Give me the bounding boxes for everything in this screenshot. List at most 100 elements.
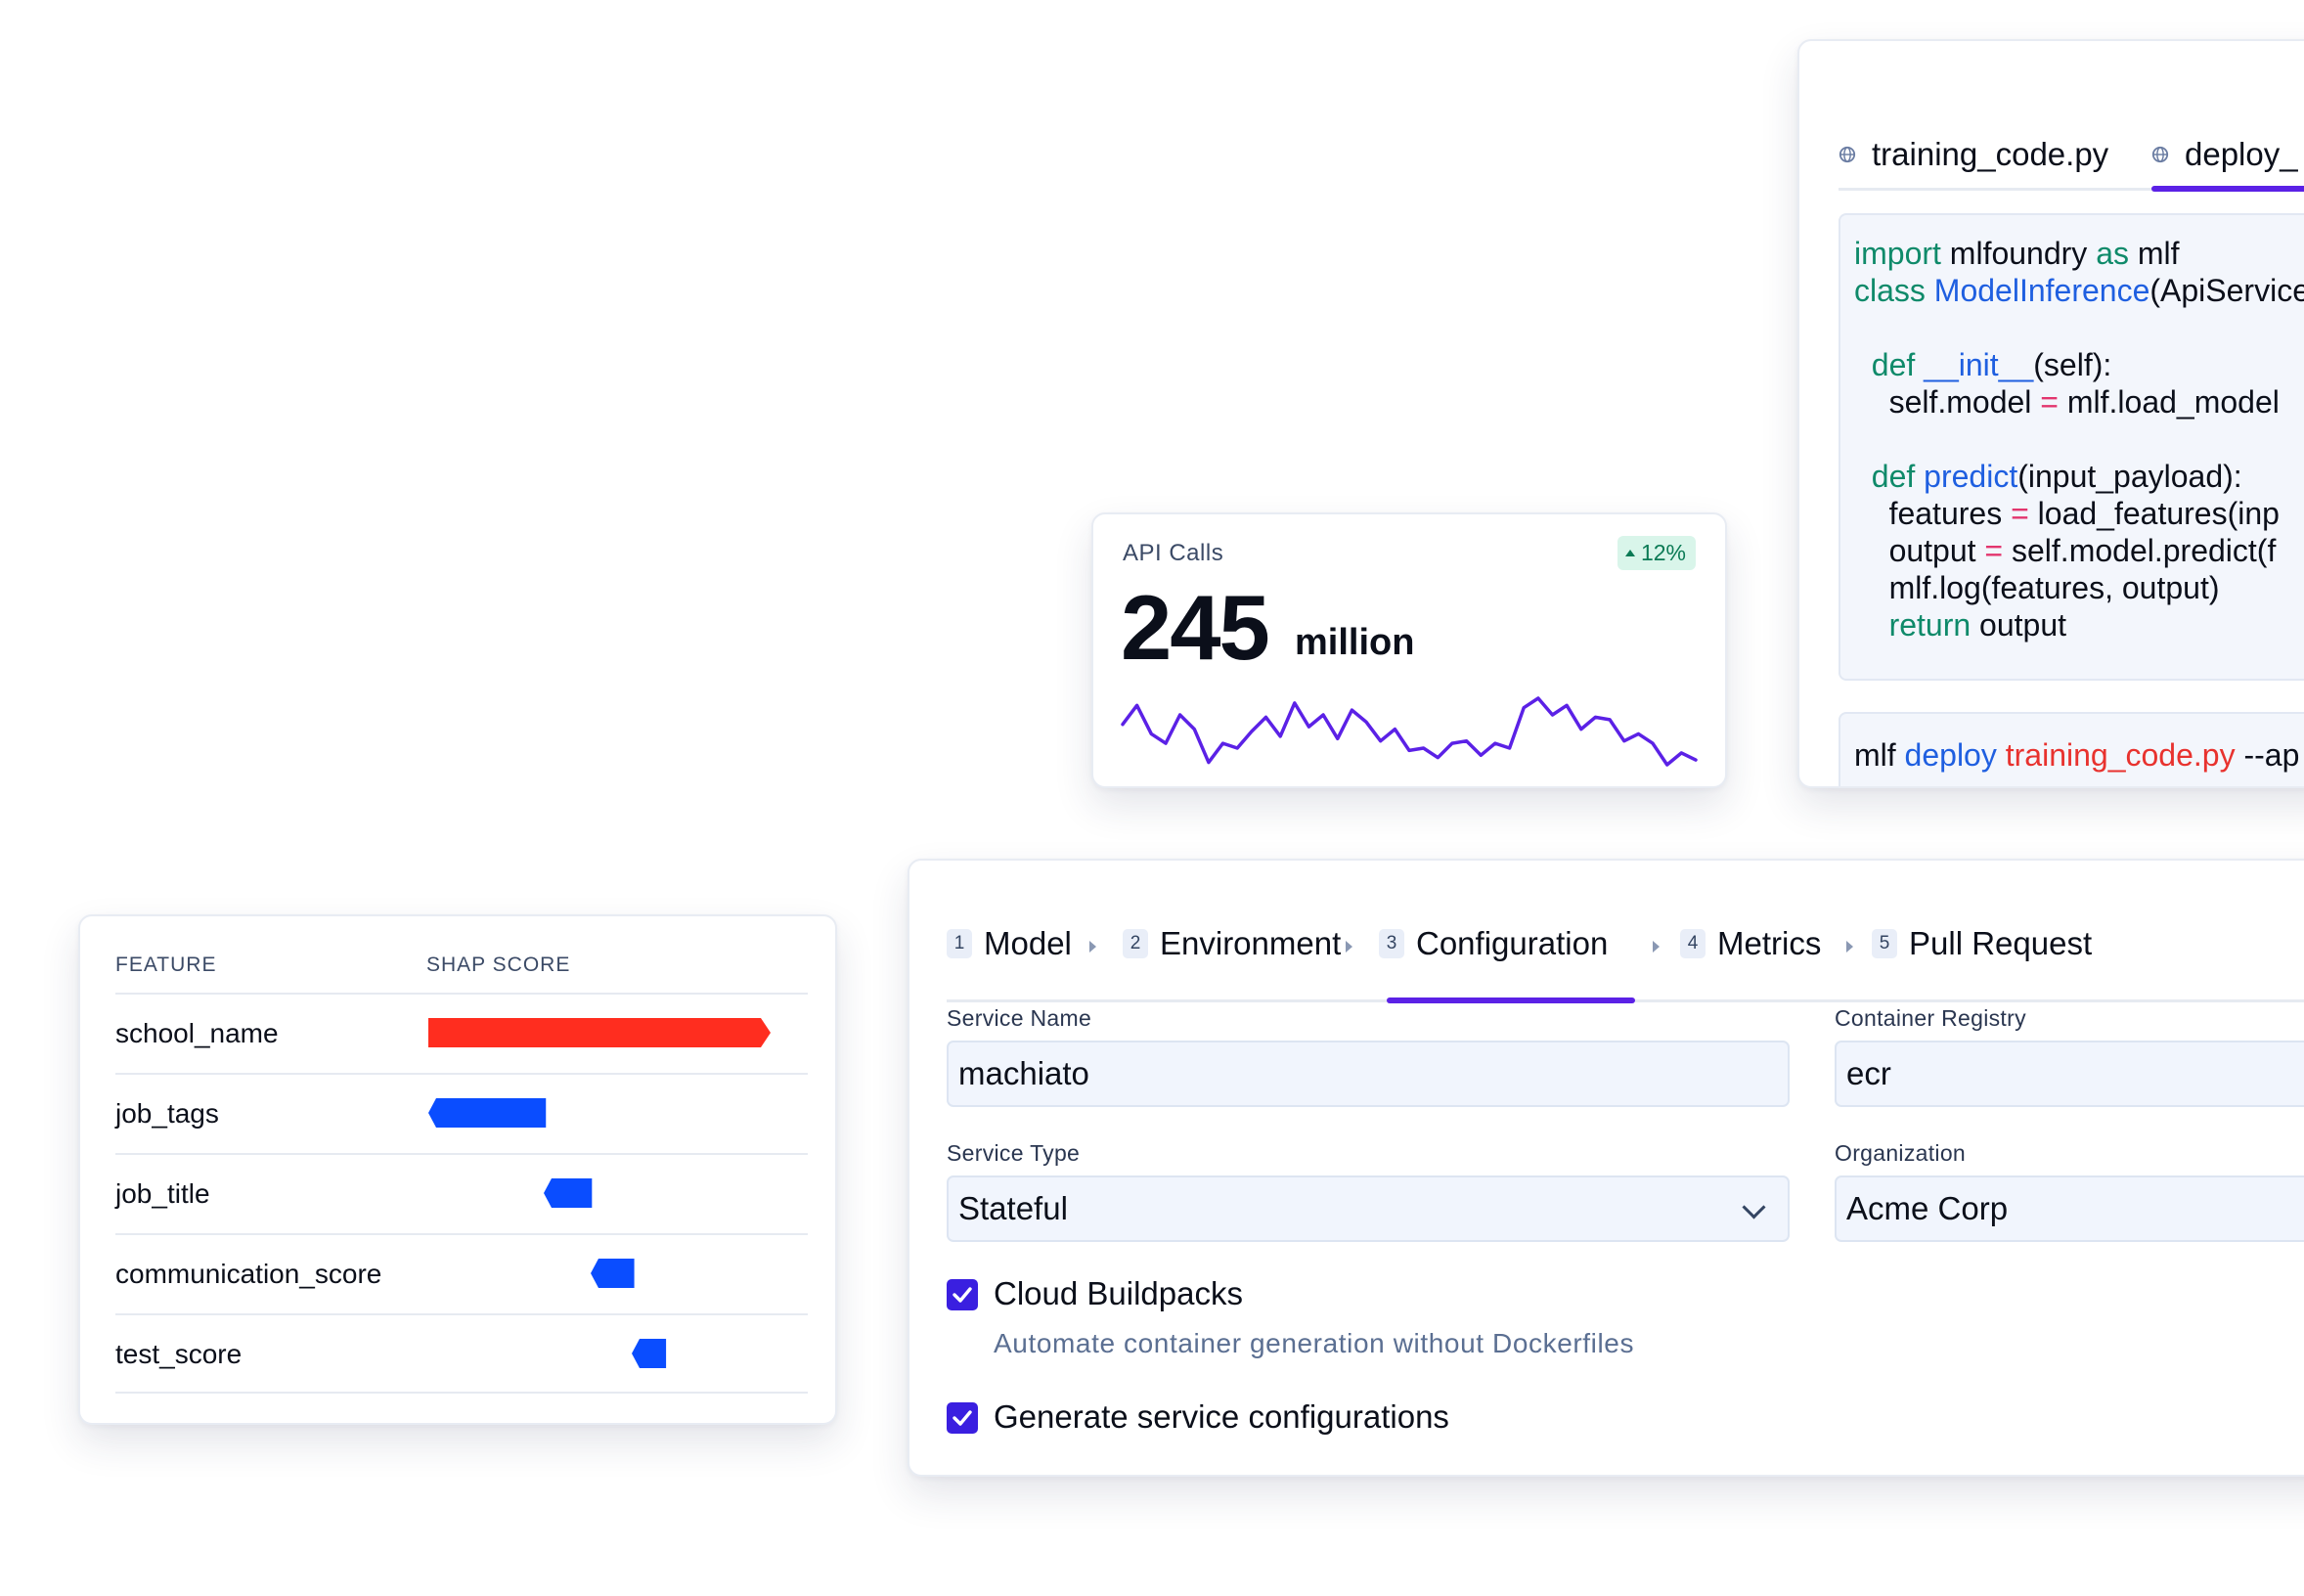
chevron-right-icon [1846,941,1853,953]
step-model[interactable]: 1 Model [947,925,1072,962]
feature-name: job_tags [115,1098,219,1129]
code-token: self.model.predict(f [2003,533,2277,568]
code-token: load_features(inp [2028,496,2280,531]
code-token [1915,459,1924,494]
code-token: import [1854,236,1941,271]
step-environment[interactable]: 2 Environment [1123,925,1341,962]
active-tab-indicator [2151,186,2304,192]
code-token: as [2096,236,2129,271]
table-row: job_title [115,1153,808,1233]
service-name-input[interactable]: machiato [947,1041,1790,1107]
code-token: predict [1924,459,2018,494]
shap-bar-shape [590,1259,635,1288]
table-row: job_tags [115,1073,808,1153]
code-token: mlf.log(features, output) [1854,570,2220,605]
shap-bar-negative [590,1259,635,1288]
step-label: Model [984,925,1072,961]
metric-unit: million [1295,622,1415,663]
code-token: features [1854,496,2012,531]
code-token: __init__ [1924,347,2034,382]
shap-feature-table: FEATURE SHAP SCORE school_name job_tags jo… [78,914,837,1425]
code-line: import mlfoundry as mlf [1854,235,2304,272]
shap-bar-shape [428,1098,547,1128]
code-line: self.model = mlf.load_model [1854,383,2304,421]
feature-name: job_title [115,1178,210,1209]
code-line: return output [1854,606,2304,643]
code-token: ModelInference [1933,273,2150,308]
step-metrics[interactable]: 4 Metrics [1680,925,1821,962]
chevron-right-icon [1653,941,1660,953]
code-token: (ApiService [2149,273,2304,308]
code-editor-panel: training_code.py deploy_ import mlfoundr… [1797,39,2304,788]
generate-configs-label[interactable]: Generate service configurations [994,1398,1449,1435]
arrow-up-icon [1624,550,1635,556]
code-line [1854,421,2304,458]
step-number: 3 [1379,929,1404,958]
cloud-buildpacks-label[interactable]: Cloud Buildpacks [994,1275,1243,1311]
code-line: mlf.log(features, output) [1854,569,2304,606]
step-configuration[interactable]: 3 Configuration [1379,925,1608,962]
column-header-shap-score: SHAP SCORE [426,953,571,976]
step-number: 5 [1872,929,1897,958]
active-step-indicator [1387,998,1635,1003]
code-token: mlfoundry [1940,236,2097,271]
code-token: def [1871,459,1916,494]
command-line: mlf deploy training_code.py --ap [1854,737,2299,774]
container-registry-input[interactable]: ecr [1835,1041,2304,1107]
code-token: = [1984,533,2004,568]
service-type-label: Service Type [947,1140,1081,1166]
step-number: 4 [1680,929,1706,958]
code-token: (input_payload): [2017,459,2242,494]
code-token: class [1854,273,1926,308]
shap-bar-shape [544,1178,593,1208]
file-tabs: training_code.py deploy_ [1839,86,2304,192]
command-verb: deploy [1904,737,1997,773]
shap-bar-negative [428,1098,547,1128]
shap-bar-shape [632,1339,667,1368]
api-calls-card: API Calls 12% 245 million [1091,512,1727,788]
code-token [1854,459,1872,494]
feature-name: school_name [115,1018,279,1048]
shap-bar-negative [632,1339,667,1368]
code-token: return [1888,607,1972,643]
service-type-select[interactable]: Stateful [947,1175,1790,1242]
service-name-label: Service Name [947,1005,1092,1031]
trend-badge: 12% [1617,536,1696,570]
code-token: = [2011,496,2029,531]
step-number: 1 [947,929,972,958]
deployment-config-form: 1 Model 2 Environment 3 Configuration 4 … [908,859,2304,1477]
check-icon [953,1287,972,1303]
tab-label: training_code.py [1872,136,2109,172]
step-label: Metrics [1717,925,1822,961]
globe-icon [2151,146,2169,163]
shap-bar-shape [428,1018,771,1047]
service-name-value: machiato [958,1055,1089,1091]
code-token: self.model [1854,384,2041,420]
shap-bar-positive [428,1018,771,1047]
deploy-command[interactable]: mlf deploy training_code.py --ap [1839,712,2304,786]
code-token: output [1854,533,1985,568]
code-token [1854,347,1872,382]
generate-configs-checkbox[interactable] [947,1402,978,1434]
stepper: 1 Model 2 Environment 3 Configuration 4 … [947,894,2304,1003]
tab-training-code[interactable]: training_code.py [1839,125,2108,184]
step-label: Environment [1160,925,1342,961]
metric-label: API Calls [1123,540,1224,566]
globe-icon [1839,146,1856,163]
code-line: output = self.model.predict(f [1854,532,2304,569]
service-type-value: Stateful [958,1190,1068,1226]
organization-input[interactable]: Acme Corp [1835,1175,2304,1242]
organization-value: Acme Corp [1846,1190,2009,1226]
cloud-buildpacks-checkbox[interactable] [947,1279,978,1310]
metric-value: 245 [1121,576,1270,679]
code-token: mlf.load_model [2058,384,2280,420]
code-token: def [1871,347,1916,382]
code-line: def __init__(self): [1854,346,2304,383]
step-pull-request[interactable]: 5 Pull Request [1872,925,2092,962]
table-row: communication_score [115,1233,808,1313]
code-lines: import mlfoundry as mlf class ModelInfere… [1854,235,2304,643]
code-line [1854,309,2304,346]
sparkline-series [1121,696,1698,767]
tab-deploy[interactable]: deploy_ [2151,125,2298,184]
code-block[interactable]: import mlfoundry as mlf class ModelInfere… [1839,213,2304,681]
